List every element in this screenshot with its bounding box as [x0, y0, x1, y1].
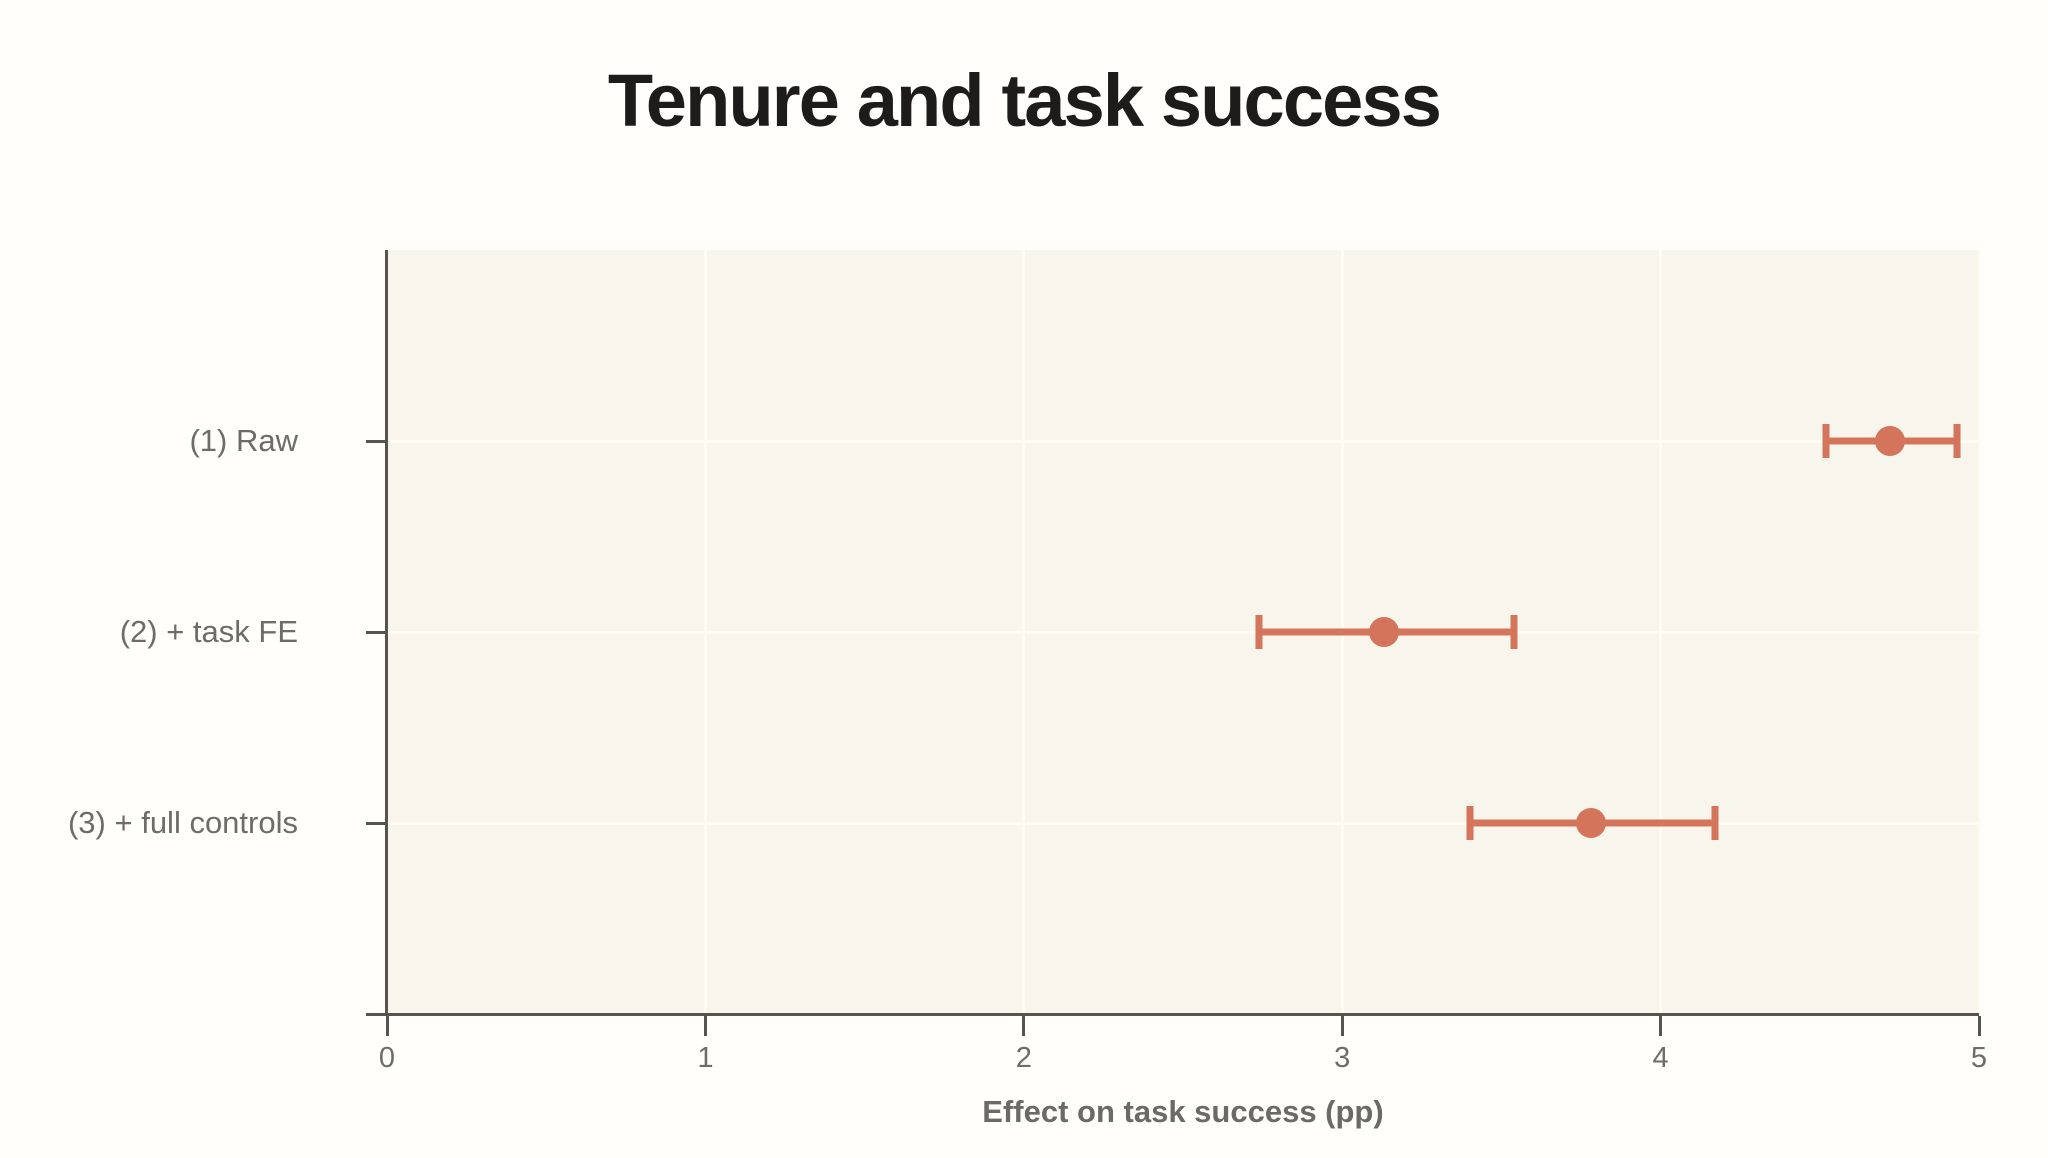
- y-category-label: (1) Raw: [189, 423, 298, 458]
- chart-title: Tenure and task success: [607, 59, 1442, 142]
- x-tick-label: 0: [378, 1042, 396, 1074]
- x-tick-mark: [703, 1016, 707, 1036]
- error-bar-cap: [1510, 615, 1518, 649]
- horizontal-gridline: [387, 821, 1979, 825]
- x-tick-mark: [1022, 1016, 1026, 1036]
- estimate-dot: [1874, 426, 1905, 456]
- x-tick-label: 5: [1970, 1042, 1988, 1074]
- x-tick-label: 2: [1015, 1042, 1032, 1074]
- y-category-label: (3) + full controls: [67, 805, 298, 840]
- y-tick-mark: [366, 630, 386, 634]
- y-tick-mark: [366, 821, 386, 825]
- x-axis-title: Effect on task success (pp): [982, 1094, 1384, 1129]
- y-tick-mark: [366, 439, 386, 443]
- x-tick-label: 1: [697, 1042, 714, 1074]
- x-tick-mark: [1340, 1016, 1344, 1036]
- x-tick-label: 4: [1652, 1042, 1669, 1074]
- error-bar-cap: [1822, 424, 1830, 458]
- x-tick-mark: [1659, 1016, 1663, 1036]
- estimate-dot: [1368, 617, 1399, 647]
- vertical-gridline: [1977, 250, 1981, 1014]
- error-bar-cap: [1953, 424, 1961, 458]
- x-tick-label: 3: [1334, 1042, 1351, 1074]
- x-tick-mark: [385, 1016, 389, 1036]
- x-axis-spine: [366, 1013, 1979, 1016]
- horizontal-gridline: [387, 439, 1979, 443]
- y-category-label: (2) + task FE: [119, 614, 298, 649]
- x-tick-mark: [1977, 1016, 1981, 1036]
- error-bar-cap: [1255, 615, 1263, 649]
- y-axis-spine: [385, 250, 388, 1014]
- error-bar-cap: [1711, 806, 1719, 840]
- plot-area: [387, 250, 1981, 1014]
- error-bar-cap: [1466, 806, 1474, 840]
- horizontal-gridline: [387, 630, 1979, 634]
- estimate-dot: [1575, 808, 1606, 838]
